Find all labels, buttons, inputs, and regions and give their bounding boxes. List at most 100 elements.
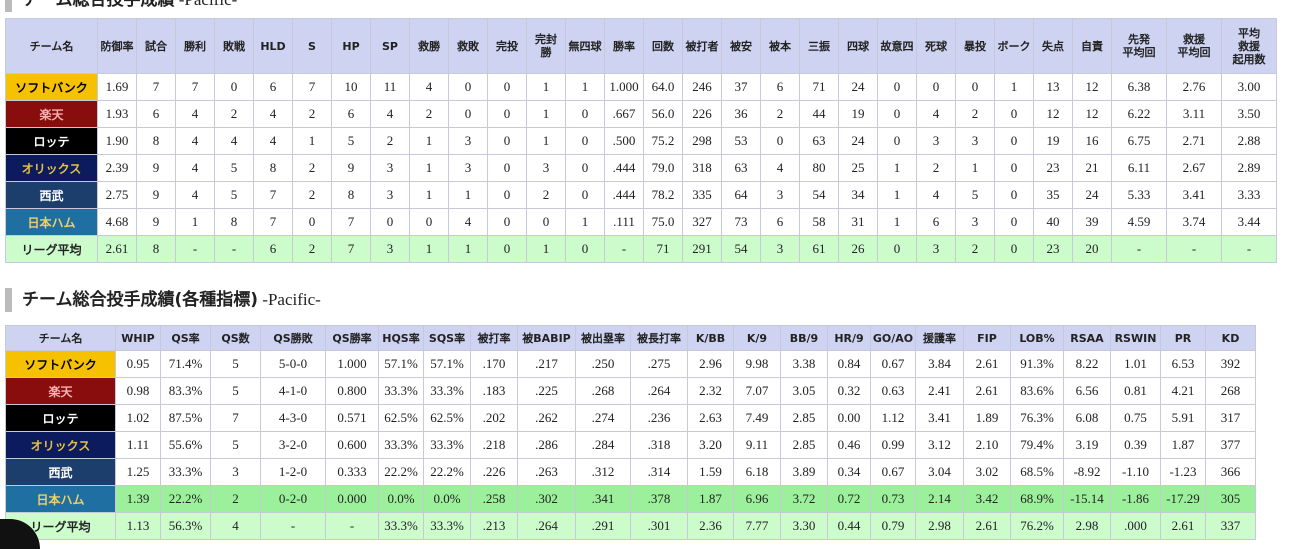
column-header: KD [1205,325,1256,351]
stat-cell: 1 [994,73,1034,101]
stat-cell: 7.77 [733,512,781,540]
stat-cell: 1 [955,154,995,182]
stat-cell: .318 [630,431,688,459]
stat-cell: .667 [604,100,644,128]
table-row: 日本ハム 1.39 22.2% 2 0-2-0 0.000 0.0% 0.0% .258.302… [5,485,1256,513]
stat-cell: 58 [799,208,839,236]
column-header: 救敗 [448,18,488,74]
stat-cell: - [214,235,254,263]
column-header: 自責 [1072,18,1112,74]
stat-cell: 79.4% [1010,431,1064,459]
stat-cell: 337 [1205,512,1256,540]
stat-cell: 327 [682,208,722,236]
stat-cell: 0.67 [870,350,916,378]
stat-cell: 317 [1205,404,1256,432]
stat-cell: 0.72 [827,485,871,513]
stat-cell: 0 [487,100,527,128]
stat-cell: 1.11 [115,431,161,459]
pitching-table: チーム名 防御率 試合 勝利 敗戦 HLD S HP SP 救勝 救敗 完投 完封 勝無四球 勝率 回数 被打… [5,18,1277,263]
stat-cell: - [260,512,326,540]
column-header: 被BABIP [517,325,576,351]
stat-cell: - [1221,235,1277,263]
table-row: リーグ平均 1.13 56.3% 4- -33.3% 33.3% .213.264.291.… [5,512,1256,540]
stat-cell: 3 [370,154,410,182]
stat-cell: .500 [604,127,644,155]
stat-cell: 1-2-0 [260,458,326,486]
stat-cell: 3 [210,458,261,486]
stat-cell: 44 [799,100,839,128]
stat-cell: 35 [1033,181,1073,209]
column-header: S [292,18,332,74]
stat-cell: 5.33 [1111,181,1167,209]
stat-cell: 34 [838,181,878,209]
stat-cell: 1 [877,154,917,182]
stat-cell: 3.33 [1221,181,1277,209]
stat-cell: 2.61 [963,512,1011,540]
stat-cell: 1 [565,73,605,101]
stat-cell: 1 [448,235,488,263]
stat-cell: 0.600 [325,431,379,459]
stat-cell: 3-2-0 [260,431,326,459]
stat-cell: 3 [916,235,956,263]
stat-cell: 2 [292,181,332,209]
stat-cell: .444 [604,181,644,209]
stat-cell: 2.39 [97,154,137,182]
stat-cell: 4 [409,73,449,101]
stat-cell: 1.89 [963,404,1011,432]
stat-cell: 78.2 [643,181,683,209]
stat-cell: 7.49 [733,404,781,432]
stat-cell: 2 [955,235,995,263]
stat-cell: 6 [136,100,176,128]
stat-cell: 2.36 [687,512,734,540]
stat-cell: 2.89 [1221,154,1277,182]
team-name: ソフトバンク [5,73,98,101]
stat-cell: 73 [721,208,761,236]
stat-cell: 0.800 [325,377,379,405]
stat-cell: 9 [136,208,176,236]
stat-cell: 3 [916,127,956,155]
stat-cell: 2.67 [1166,154,1222,182]
stat-cell: 3.04 [915,458,964,486]
section-title: チーム総合投手成績(各種指標) -Pacific- [5,288,321,312]
stat-cell: 75.0 [643,208,683,236]
stat-cell: 0 [487,154,527,182]
stat-cell: 0 [565,181,605,209]
stat-cell: 16 [1072,127,1112,155]
stat-cell: 2.10 [963,431,1011,459]
stat-cell: 3.38 [780,350,828,378]
stat-cell: 9.98 [733,350,781,378]
stat-cell: 2 [292,154,332,182]
column-header: 先発 平均回 [1111,18,1167,74]
stat-cell: 40 [1033,208,1073,236]
table-row: 楽天 0.98 83.3% 5 4-1-0 0.800 33.3% 33.3% .183.225… [5,377,1256,405]
column-header: 敗戦 [214,18,254,74]
stat-cell: - [1166,235,1222,263]
stat-cell: 5 [214,154,254,182]
stat-cell: 1.02 [115,404,161,432]
stat-cell: 246 [682,73,722,101]
stat-cell: 2.76 [1166,73,1222,101]
stat-cell: 7 [253,208,293,236]
stat-cell: 0.81 [1110,377,1161,405]
stat-cell: 1.39 [115,485,161,513]
stat-cell: 8 [136,127,176,155]
stat-cell: 0 [994,208,1034,236]
stat-cell: 8 [214,208,254,236]
table-row: 日本ハム 4.68 9 1 8 7 0 7 0 0 4 0 0 1.111 75.0 327 73 6 58 31 1 6… [5,208,1277,236]
stat-cell: - [604,235,644,263]
stat-cell: 68.9% [1010,485,1064,513]
stat-cell: 21 [1072,154,1112,182]
column-header: RSAA [1063,325,1111,351]
stat-cell: 0 [877,235,917,263]
stat-cell: 0.34 [827,458,871,486]
team-name: 日本ハム [5,208,98,236]
stat-cell: - [175,235,215,263]
stat-cell: .268 [575,377,631,405]
stat-cell: 2.61 [1160,512,1206,540]
stat-cell: 2.41 [915,377,964,405]
stat-cell: 3 [760,235,800,263]
header-row: チーム名 WHIP QS率 QS数 QS勝敗 QS勝率 HQS率 SQS率 被打率 被BABIP 被… [5,325,1256,351]
stat-cell: 1.59 [687,458,734,486]
column-header: 試合 [136,18,176,74]
